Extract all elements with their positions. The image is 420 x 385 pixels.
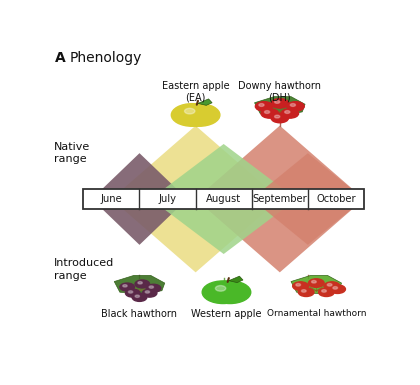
- Circle shape: [285, 110, 290, 114]
- Circle shape: [265, 110, 270, 114]
- Polygon shape: [92, 153, 187, 245]
- Circle shape: [287, 102, 304, 111]
- Text: Eastern apple
(EA): Eastern apple (EA): [162, 81, 229, 103]
- Polygon shape: [196, 126, 364, 272]
- Circle shape: [146, 284, 161, 292]
- Circle shape: [293, 282, 308, 290]
- Text: Phenology: Phenology: [69, 51, 142, 65]
- Text: August: August: [206, 194, 241, 204]
- Text: Introduced
range: Introduced range: [54, 258, 114, 281]
- Circle shape: [261, 109, 278, 118]
- Circle shape: [259, 104, 264, 106]
- Circle shape: [275, 100, 280, 103]
- Circle shape: [202, 281, 244, 303]
- Polygon shape: [114, 275, 165, 294]
- Polygon shape: [151, 144, 297, 254]
- Text: June: June: [100, 194, 122, 204]
- Text: September: September: [252, 194, 307, 204]
- Circle shape: [302, 290, 306, 292]
- Circle shape: [281, 109, 299, 118]
- Polygon shape: [252, 153, 364, 245]
- Text: Native
range: Native range: [54, 142, 90, 164]
- Polygon shape: [255, 97, 305, 115]
- Circle shape: [275, 115, 280, 118]
- Text: Ornamental hawthorn: Ornamental hawthorn: [267, 309, 366, 318]
- Circle shape: [327, 283, 332, 286]
- Circle shape: [149, 286, 154, 288]
- Circle shape: [296, 283, 301, 286]
- Circle shape: [324, 282, 340, 290]
- Circle shape: [123, 285, 127, 287]
- Circle shape: [298, 288, 314, 296]
- Text: July: July: [158, 194, 176, 204]
- Text: A: A: [55, 51, 66, 65]
- Circle shape: [120, 283, 134, 291]
- Circle shape: [330, 285, 346, 293]
- Circle shape: [215, 286, 226, 291]
- Circle shape: [333, 286, 338, 289]
- Polygon shape: [198, 99, 212, 105]
- Circle shape: [178, 104, 220, 126]
- Circle shape: [322, 290, 326, 292]
- Circle shape: [255, 102, 273, 111]
- Polygon shape: [229, 276, 243, 283]
- Circle shape: [308, 279, 324, 287]
- Text: Downy hawthorn
(DH): Downy hawthorn (DH): [238, 81, 321, 103]
- Circle shape: [145, 291, 150, 293]
- Circle shape: [142, 289, 157, 297]
- Circle shape: [171, 104, 213, 126]
- Circle shape: [126, 289, 140, 297]
- Circle shape: [290, 104, 296, 106]
- Text: October: October: [316, 194, 356, 204]
- Circle shape: [138, 281, 142, 284]
- Circle shape: [135, 295, 139, 298]
- Polygon shape: [291, 275, 341, 294]
- Circle shape: [318, 288, 334, 296]
- Circle shape: [209, 281, 251, 303]
- Text: Western apple: Western apple: [191, 309, 262, 319]
- Circle shape: [184, 108, 195, 114]
- Circle shape: [135, 280, 150, 288]
- Bar: [83, 189, 364, 209]
- Text: Black hawthorn: Black hawthorn: [102, 309, 178, 319]
- Circle shape: [312, 281, 316, 283]
- Circle shape: [271, 113, 289, 123]
- Circle shape: [271, 99, 289, 108]
- Polygon shape: [111, 126, 280, 272]
- Circle shape: [132, 293, 147, 301]
- Circle shape: [129, 291, 133, 293]
